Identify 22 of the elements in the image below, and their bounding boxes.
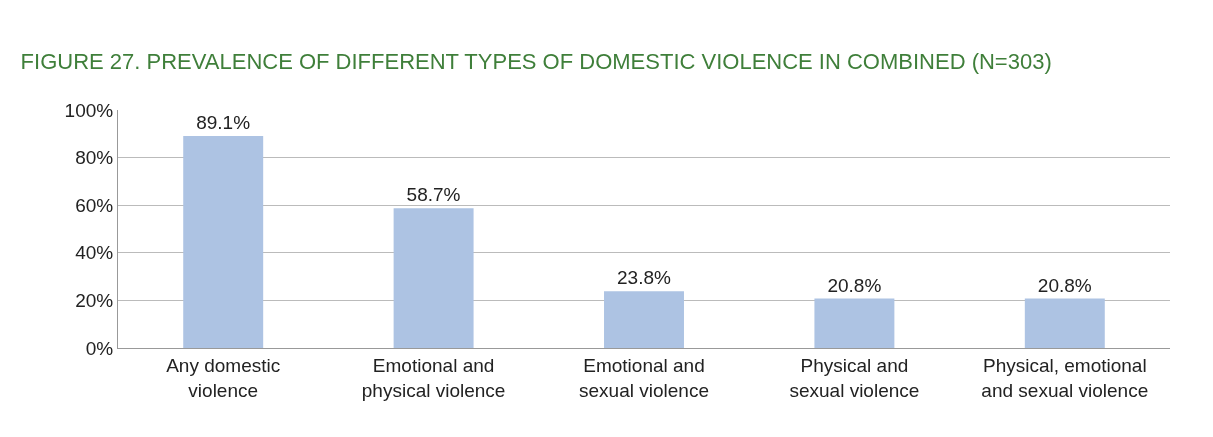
data-label: 89.1%: [196, 111, 251, 133]
bar: [1024, 298, 1105, 348]
bar: [393, 208, 474, 348]
y-tick-label: 20%: [75, 290, 114, 312]
y-tick-label: 0%: [85, 337, 114, 359]
bar: [604, 291, 684, 348]
x-tick-label: Emotional and physical violence: [361, 354, 506, 401]
y-tick-label: 60%: [75, 194, 114, 216]
x-tick-label: Physical and sexual violence: [789, 354, 920, 401]
x-tick-label: Physical, emotional and sexual violence: [981, 354, 1149, 401]
y-tick-label: 40%: [75, 242, 114, 264]
data-label: 20.8%: [827, 274, 882, 296]
data-label: 58.7%: [406, 184, 461, 206]
x-tick-label: Emotional and sexual violence: [579, 354, 709, 401]
data-label: 20.8%: [1037, 274, 1092, 296]
chart-title: FIGURE 27. PREVALENCE OF DIFFERENT TYPES OF DOMESTIC VIOLENCE IN COMBINED (N=303): [20, 48, 1052, 74]
y-tick-label: 80%: [75, 147, 114, 169]
y-tick-label: 100%: [64, 99, 114, 121]
x-tick-label: Any domestic violence: [166, 354, 281, 401]
data-label: 23.8%: [617, 267, 671, 289]
bar: [814, 298, 895, 348]
bar: [183, 135, 264, 348]
